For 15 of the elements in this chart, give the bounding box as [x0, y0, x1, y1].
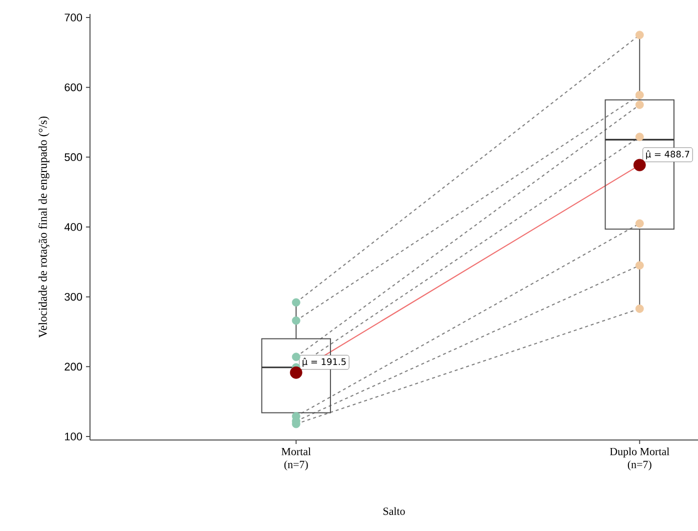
x-axis-title: Salto — [383, 507, 405, 515]
annotation: μ̂ = 191.5 — [302, 358, 346, 367]
annotation: μ̂ = 488.7 — [646, 150, 690, 160]
y-tick-label: 600 — [64, 83, 82, 92]
x-tick-label: Mortal — [282, 448, 311, 456]
text: (n=7) — [628, 460, 652, 470]
y-tick-label: 700 — [64, 14, 82, 22]
text: (n=7) — [284, 460, 308, 470]
y-tick-label: 400 — [64, 223, 82, 231]
y-tick-label: 300 — [64, 292, 82, 301]
y-tick-label: 200 — [64, 362, 82, 371]
y-tick-label: 500 — [64, 153, 82, 162]
y-tick-label: 100 — [65, 432, 82, 440]
y-axis-title: Velocidade de rotação final de engrupado (°/s) — [38, 116, 50, 338]
x-tick-label: Duplo Mortal — [610, 448, 670, 458]
